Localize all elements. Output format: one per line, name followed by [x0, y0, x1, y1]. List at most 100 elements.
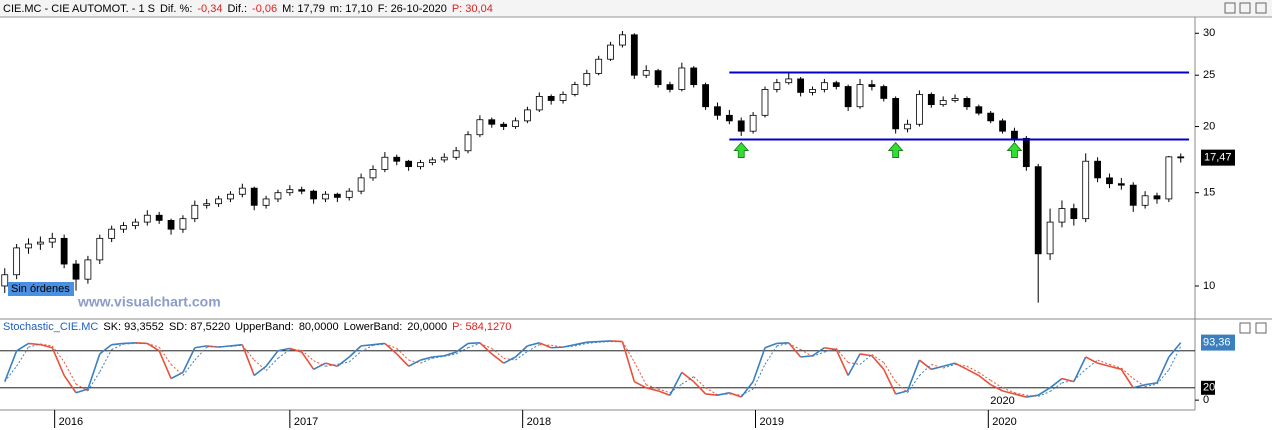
candle-body	[84, 259, 92, 280]
band-badge-label: 20	[1203, 382, 1215, 394]
sk-line	[764, 342, 778, 349]
sd-line	[990, 379, 1003, 389]
candle-body	[72, 263, 80, 280]
sk-line	[669, 372, 683, 396]
window-button[interactable]	[1239, 2, 1251, 14]
sk-line	[1085, 356, 1098, 364]
sd-line	[277, 349, 291, 359]
candle-body	[1094, 160, 1101, 179]
sk-line	[111, 342, 124, 346]
candle-body	[500, 123, 508, 127]
sk-line	[776, 342, 789, 345]
candle-body	[167, 219, 175, 230]
candle-body	[749, 114, 757, 132]
sk-line	[752, 347, 766, 382]
sd-line	[182, 359, 196, 376]
sk-line	[527, 342, 540, 347]
candle-body	[1011, 130, 1018, 139]
y-tick-label: 25	[1203, 69, 1215, 81]
sk-line	[562, 343, 576, 348]
sd-line	[1132, 378, 1146, 387]
close-button[interactable]	[1255, 322, 1267, 334]
sk-line	[301, 351, 315, 370]
sd-line	[1121, 367, 1134, 379]
sk-line	[705, 393, 718, 397]
stoch-header: Stochastic_CIE.MC SK: 93,3552 SD: 87,5220 U…	[3, 320, 516, 334]
stoch-header-item: UpperBand:	[235, 321, 294, 333]
sd-line	[919, 364, 932, 376]
x-tick-label: 2017	[294, 416, 318, 428]
sk-line	[444, 351, 457, 357]
candle-body	[1058, 208, 1066, 223]
sk-line	[514, 345, 528, 358]
sk-line	[740, 381, 754, 398]
sk-line	[182, 347, 196, 373]
header-item: P: 30,04	[451, 3, 493, 15]
sk-line	[325, 362, 338, 368]
candle-body	[143, 214, 151, 223]
candle-body	[916, 93, 923, 125]
sk-line	[384, 342, 398, 355]
sk-line	[1133, 383, 1146, 389]
header-item: Dif. %:	[159, 3, 193, 15]
sd-line	[895, 381, 908, 394]
sd-line	[859, 354, 873, 365]
candle-body	[547, 96, 555, 101]
sk-line	[123, 342, 136, 345]
band-value: 80,0000	[298, 321, 339, 333]
candle-body	[1106, 177, 1113, 185]
candle-body	[927, 93, 935, 106]
sd-line	[764, 345, 778, 365]
sk-line	[194, 345, 207, 349]
sk-line	[372, 342, 385, 346]
candle-body	[417, 162, 424, 168]
sk-line	[1061, 377, 1075, 383]
sd-line	[194, 346, 208, 361]
last-price-badge	[1201, 149, 1235, 166]
candle-body	[630, 34, 638, 76]
candle-body	[844, 86, 852, 108]
candle-body	[1165, 156, 1173, 200]
candle-body	[393, 156, 401, 162]
band-value: 20,0000	[407, 321, 448, 333]
price-header: CIE.MC - CIE AUTOMOT. - 1 S Dif. %: -0,34 D…	[3, 2, 498, 16]
sd-line	[396, 348, 409, 361]
candle-body	[797, 78, 805, 93]
sk-line	[51, 347, 65, 376]
last-price-label: 17,47	[1204, 152, 1232, 164]
sk-line	[847, 353, 861, 376]
sk-line	[99, 344, 113, 355]
candle-body	[761, 89, 769, 116]
sd-line	[669, 383, 683, 394]
y-tick-label: 30	[1203, 27, 1215, 39]
y-tick-label: 10	[1203, 280, 1215, 292]
candle-body	[571, 84, 579, 95]
candle-body	[13, 247, 21, 276]
sk-line	[1014, 393, 1027, 398]
candle-body	[654, 70, 662, 86]
y-tick-label: 20	[1203, 120, 1215, 132]
sk-line	[491, 353, 505, 364]
orders-label: Sin órdenes	[11, 283, 70, 295]
candle-body	[868, 84, 876, 87]
candle-body	[179, 218, 187, 230]
window-button[interactable]	[1224, 2, 1236, 14]
cursor-date-label: 2020	[990, 395, 1014, 407]
close-button[interactable]	[1255, 2, 1267, 14]
candle-body	[274, 192, 282, 200]
sk-line	[729, 391, 742, 398]
sk-line	[835, 349, 849, 376]
sk-line	[1097, 362, 1110, 368]
candle-body	[345, 190, 353, 198]
candle-body	[203, 203, 211, 206]
sk-line	[361, 343, 374, 347]
candle-body	[880, 86, 888, 99]
sk-line	[931, 365, 944, 371]
sk-line	[1073, 356, 1087, 382]
window-button[interactable]	[1239, 322, 1251, 334]
sd-line	[1026, 394, 1039, 397]
sd-line	[230, 344, 243, 348]
candle-body	[1141, 195, 1149, 206]
candle-body	[191, 204, 199, 220]
